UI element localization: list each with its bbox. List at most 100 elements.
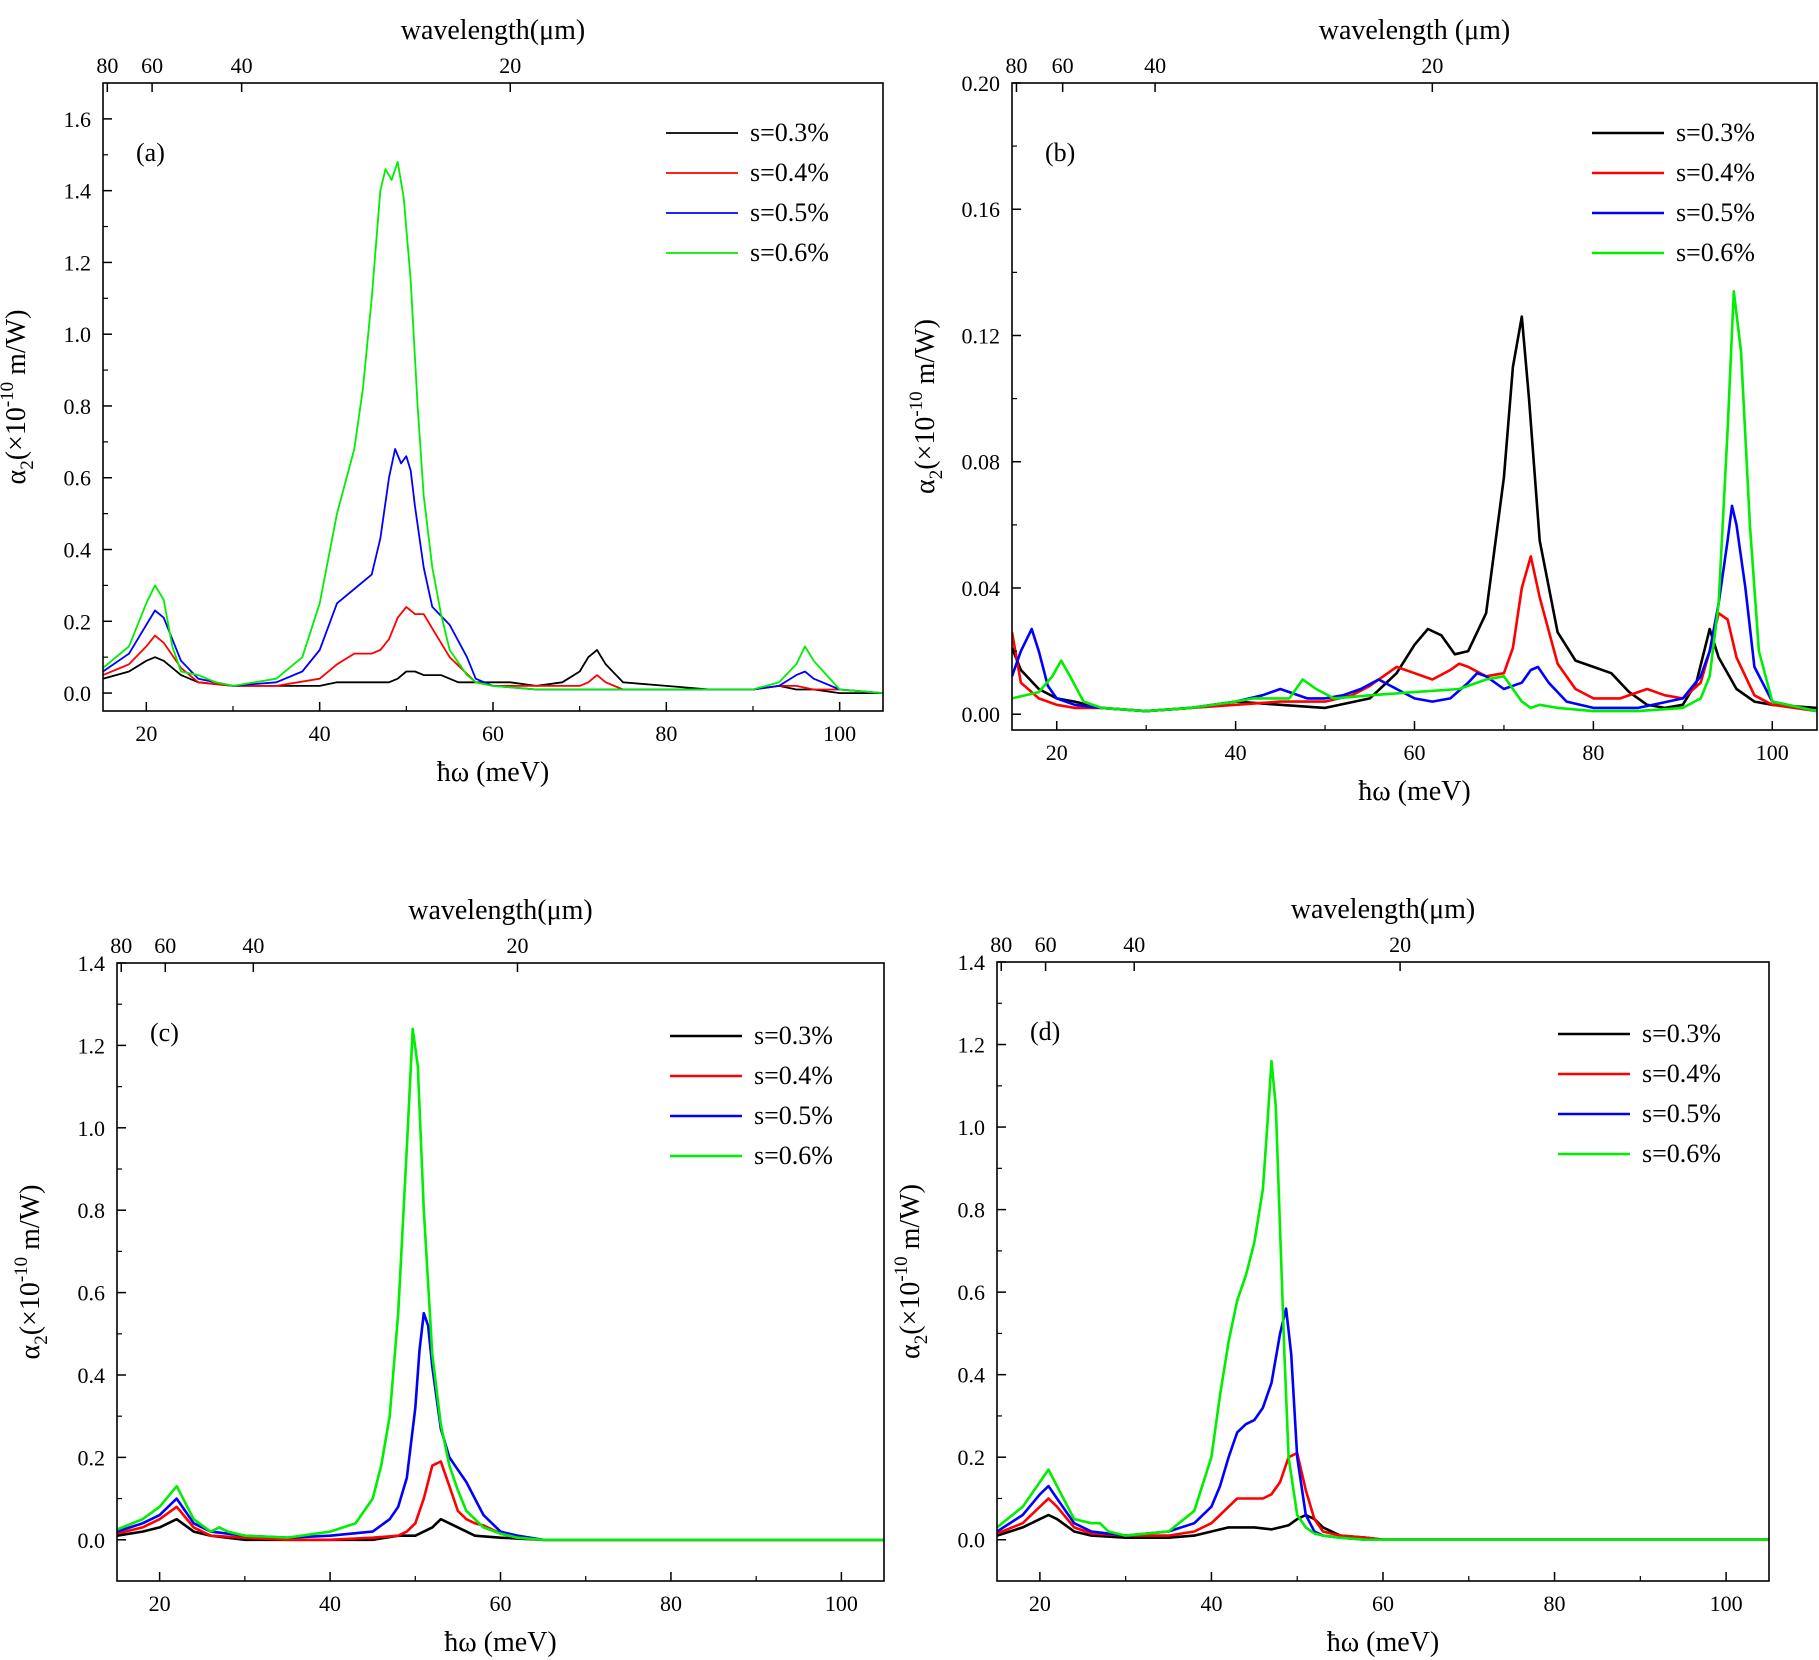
y-tick-label: 0.8 bbox=[64, 394, 92, 419]
y-tick-label: 0.0 bbox=[64, 681, 92, 706]
x-tick-label: 80 bbox=[660, 1591, 682, 1616]
x-tick-label: 60 bbox=[490, 1591, 512, 1616]
y-tick-label: 0.6 bbox=[78, 1281, 106, 1306]
x-tick-label: 100 bbox=[1756, 740, 1789, 765]
top-tick-label: 20 bbox=[499, 53, 521, 78]
top-tick-label: 60 bbox=[154, 933, 176, 958]
y-tick-label: 1.0 bbox=[78, 1116, 106, 1141]
y-tick-label: 1.4 bbox=[64, 179, 92, 204]
y-tick-label: 1.0 bbox=[958, 1115, 986, 1140]
y-tick-label: 1.0 bbox=[64, 322, 92, 347]
x-tick-label: 80 bbox=[1544, 1591, 1566, 1616]
legend-label: s=0.4% bbox=[754, 1061, 833, 1090]
series-line-s=0.4% bbox=[1012, 555, 1817, 713]
top-tick-label: 40 bbox=[231, 53, 253, 78]
y-axis-title: α2(×10-10 m/W) bbox=[11, 1185, 52, 1360]
y-tick-label: 0.4 bbox=[64, 538, 92, 563]
x-axis-title: ħω (meV) bbox=[1358, 776, 1471, 807]
x-tick-label: 80 bbox=[1582, 740, 1604, 765]
series-line-s=0.6% bbox=[103, 160, 883, 694]
legend-label: s=0.3% bbox=[1642, 1019, 1721, 1048]
legend-label: s=0.6% bbox=[750, 238, 829, 267]
y-tick-label: 0.2 bbox=[64, 609, 92, 634]
top-tick-label: 20 bbox=[506, 933, 528, 958]
top-tick-label: 20 bbox=[1421, 53, 1443, 78]
top-tick-label: 80 bbox=[1005, 53, 1027, 78]
top-tick-label: 80 bbox=[96, 53, 118, 78]
x-tick-label: 100 bbox=[1710, 1591, 1743, 1616]
panel-a: 20 40 60 80 100 0.0 0.2 0.4 0.6 0.8 1.0 1.2 1.4 1.6 80… bbox=[0, 15, 884, 788]
x-tick-label: 60 bbox=[1404, 740, 1426, 765]
y-tick-label: 0.6 bbox=[958, 1280, 986, 1305]
series-line-s=0.6% bbox=[997, 1059, 1769, 1541]
x-tick-label: 100 bbox=[825, 1591, 858, 1616]
legend-label: s=0.6% bbox=[754, 1141, 833, 1170]
y-tick-label: 0.2 bbox=[78, 1445, 106, 1470]
panel-label: (a) bbox=[136, 138, 165, 167]
y-tick-label: 0.12 bbox=[962, 323, 1001, 348]
series-line-s=0.6% bbox=[1012, 289, 1817, 713]
legend-label: s=0.3% bbox=[754, 1021, 833, 1050]
y-tick-label: 1.4 bbox=[958, 950, 986, 975]
top-tick-label: 80 bbox=[110, 933, 132, 958]
top-tick-label: 40 bbox=[1123, 932, 1145, 957]
x-tick-label: 100 bbox=[823, 721, 856, 746]
y-axis-title: α2(×10-10 m/W) bbox=[891, 1184, 932, 1359]
y-tick-label: 0.0 bbox=[958, 1528, 986, 1553]
y-tick-label: 0.8 bbox=[78, 1198, 106, 1223]
panel-label: (c) bbox=[150, 1018, 179, 1047]
x-axis-title: ħω (meV) bbox=[1327, 1627, 1440, 1658]
legend-label: s=0.5% bbox=[750, 198, 829, 227]
y-axis-title: α2(×10-10 m/W) bbox=[906, 319, 947, 494]
y-tick-label: 0.0 bbox=[78, 1528, 106, 1553]
y-tick-label: 1.2 bbox=[958, 1033, 986, 1058]
x-axis-title: ħω (meV) bbox=[437, 757, 550, 788]
legend-label: s=0.4% bbox=[1642, 1059, 1721, 1088]
y-tick-label: 0.4 bbox=[958, 1363, 986, 1388]
plot-frame bbox=[116, 962, 885, 1582]
legend-label: s=0.6% bbox=[1642, 1139, 1721, 1168]
y-tick-label: 0.08 bbox=[962, 450, 1001, 475]
y-tick-label: 0.16 bbox=[962, 197, 1001, 222]
top-axis-title: wavelength (μm) bbox=[1319, 15, 1511, 46]
top-axis-title: wavelength(μm) bbox=[408, 895, 593, 926]
top-tick-label: 60 bbox=[1035, 932, 1057, 957]
x-tick-label: 40 bbox=[1200, 1591, 1222, 1616]
series-line-s=0.4% bbox=[117, 1460, 884, 1542]
y-tick-label: 0.00 bbox=[962, 702, 1001, 727]
plot-frame bbox=[996, 961, 1770, 1582]
top-tick-label: 60 bbox=[1052, 53, 1074, 78]
y-tick-label: 1.2 bbox=[78, 1033, 106, 1058]
y-tick-label: 0.6 bbox=[64, 466, 92, 491]
legend-label: s=0.3% bbox=[1676, 118, 1755, 147]
series-line-s=0.5% bbox=[103, 448, 883, 694]
y-tick-label: 0.8 bbox=[958, 1198, 986, 1223]
top-tick-label: 60 bbox=[141, 53, 163, 78]
x-tick-label: 20 bbox=[149, 1591, 171, 1616]
x-tick-label: 40 bbox=[309, 721, 331, 746]
top-axis-title: wavelength(μm) bbox=[401, 15, 586, 46]
y-tick-label: 1.2 bbox=[64, 250, 92, 275]
legend-label: s=0.5% bbox=[754, 1101, 833, 1130]
panel-label: (d) bbox=[1030, 1017, 1060, 1046]
legend-label: s=0.5% bbox=[1642, 1099, 1721, 1128]
x-tick-label: 80 bbox=[655, 721, 677, 746]
panel-label: (b) bbox=[1045, 138, 1075, 167]
top-tick-label: 20 bbox=[1389, 932, 1411, 957]
top-tick-label: 80 bbox=[990, 932, 1012, 957]
series-line-s=0.5% bbox=[997, 1307, 1769, 1541]
x-tick-label: 20 bbox=[1046, 740, 1068, 765]
y-axis-title: α2(×10-10 m/W) bbox=[0, 310, 38, 485]
y-tick-label: 0.2 bbox=[958, 1445, 986, 1470]
y-tick-label: 0.20 bbox=[962, 71, 1001, 96]
series-line-s=0.6% bbox=[117, 1027, 884, 1542]
legend-label: s=0.4% bbox=[750, 158, 829, 187]
y-tick-label: 0.04 bbox=[962, 576, 1001, 601]
top-axis-title: wavelength(μm) bbox=[1291, 894, 1476, 925]
x-tick-label: 40 bbox=[1225, 740, 1247, 765]
x-tick-label: 20 bbox=[135, 721, 157, 746]
